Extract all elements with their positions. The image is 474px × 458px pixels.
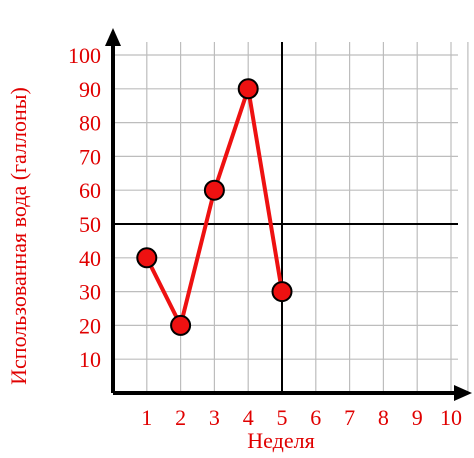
x-tick-labels: 1 2 3 4 5 6 7 8 9 10 <box>141 405 462 430</box>
y-tick-label: 30 <box>79 280 101 305</box>
y-tick-label: 70 <box>79 144 101 169</box>
x-tick-label: 7 <box>344 405 355 430</box>
x-axis-title: Неделя <box>247 428 314 453</box>
y-axis-title: Использованная вода (галлоны) <box>6 87 31 385</box>
x-tick-label: 3 <box>209 405 220 430</box>
series-group <box>136 78 293 336</box>
y-tick-label: 20 <box>79 313 101 338</box>
data-point <box>237 78 259 100</box>
x-tick-label: 1 <box>141 405 152 430</box>
y-tick-label: 50 <box>79 212 101 237</box>
grid <box>113 42 469 393</box>
data-point <box>170 314 192 336</box>
x-tick-label: 4 <box>243 405 254 430</box>
data-point <box>203 179 225 201</box>
axes <box>105 28 472 401</box>
x-tick-label: 9 <box>412 405 423 430</box>
data-point <box>271 281 293 303</box>
x-axis-arrow-icon <box>454 385 472 401</box>
y-tick-label: 80 <box>79 111 101 136</box>
y-tick-label: 100 <box>68 43 101 68</box>
data-point <box>136 247 158 269</box>
reference-lines <box>113 42 458 393</box>
x-tick-label: 6 <box>310 405 321 430</box>
x-tick-label: 5 <box>277 405 288 430</box>
x-tick-label: 8 <box>378 405 389 430</box>
y-tick-label: 40 <box>79 246 101 271</box>
y-tick-label: 10 <box>79 347 101 372</box>
y-tick-label: 90 <box>79 77 101 102</box>
y-tick-label: 60 <box>79 178 101 203</box>
y-tick-labels: 10 20 30 40 50 60 70 80 90 100 <box>68 43 101 372</box>
x-tick-label: 2 <box>175 405 186 430</box>
x-tick-label: 10 <box>440 405 462 430</box>
y-axis-arrow-icon <box>105 28 121 46</box>
